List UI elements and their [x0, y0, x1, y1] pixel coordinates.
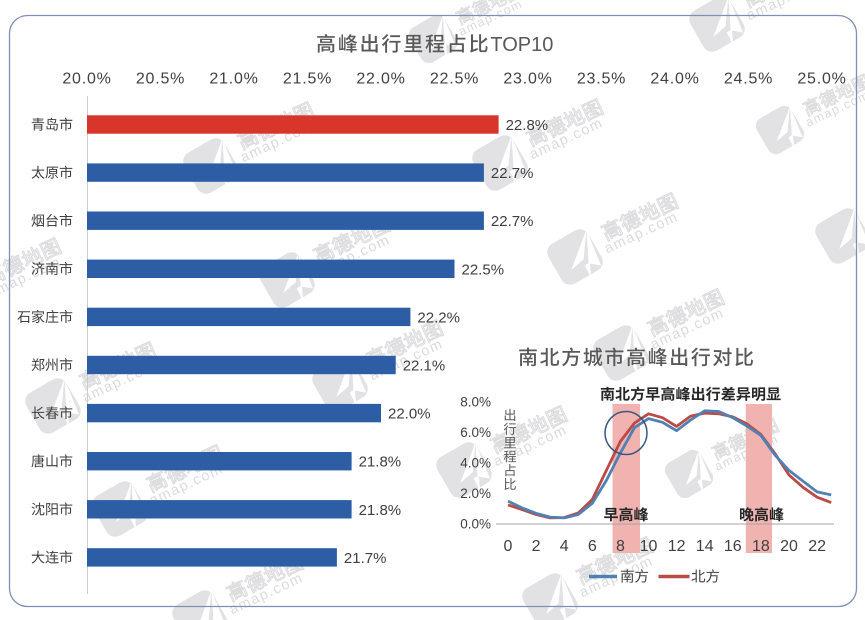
svg-text:TOP10: TOP10 — [490, 34, 553, 56]
svg-text:24.0%: 24.0% — [650, 71, 699, 88]
svg-text:0.0%: 0.0% — [460, 517, 491, 532]
svg-text:22.5%: 22.5% — [430, 71, 479, 88]
svg-text:2.0%: 2.0% — [460, 486, 491, 501]
svg-text:25.0%: 25.0% — [797, 71, 846, 88]
svg-text:20.5%: 20.5% — [136, 71, 185, 88]
svg-text:22.0%: 22.0% — [356, 71, 405, 88]
svg-text:14: 14 — [696, 538, 714, 555]
svg-text:22.0%: 22.0% — [388, 406, 431, 423]
svg-text:21.8%: 21.8% — [359, 502, 402, 519]
svg-text:22.1%: 22.1% — [403, 358, 446, 375]
svg-text:16: 16 — [724, 538, 742, 555]
svg-text:20: 20 — [780, 538, 798, 555]
svg-text:2: 2 — [532, 538, 541, 555]
svg-text:8: 8 — [616, 538, 625, 555]
svg-text:22.7%: 22.7% — [491, 165, 534, 182]
svg-text:22.5%: 22.5% — [462, 261, 505, 278]
svg-text:22.2%: 22.2% — [417, 309, 460, 326]
svg-text:6: 6 — [588, 538, 597, 555]
svg-text:22.7%: 22.7% — [491, 213, 534, 230]
svg-text:23.0%: 23.0% — [503, 71, 552, 88]
svg-text:0: 0 — [504, 538, 513, 555]
svg-text:22: 22 — [808, 538, 826, 555]
svg-text:6.0%: 6.0% — [460, 425, 491, 440]
svg-text:18: 18 — [752, 538, 770, 555]
svg-text:8.0%: 8.0% — [460, 394, 491, 409]
svg-text:10: 10 — [640, 538, 658, 555]
svg-text:4: 4 — [560, 538, 569, 555]
svg-text:22.8%: 22.8% — [506, 117, 549, 134]
svg-text:21.7%: 21.7% — [344, 550, 387, 567]
svg-text:23.5%: 23.5% — [577, 71, 626, 88]
svg-text:21.8%: 21.8% — [359, 454, 402, 471]
svg-text:20.0%: 20.0% — [62, 71, 111, 88]
svg-text:12: 12 — [668, 538, 686, 555]
svg-text:21.5%: 21.5% — [283, 71, 332, 88]
svg-text:24.5%: 24.5% — [724, 71, 773, 88]
svg-text:21.0%: 21.0% — [209, 71, 258, 88]
svg-text:4.0%: 4.0% — [460, 456, 491, 471]
